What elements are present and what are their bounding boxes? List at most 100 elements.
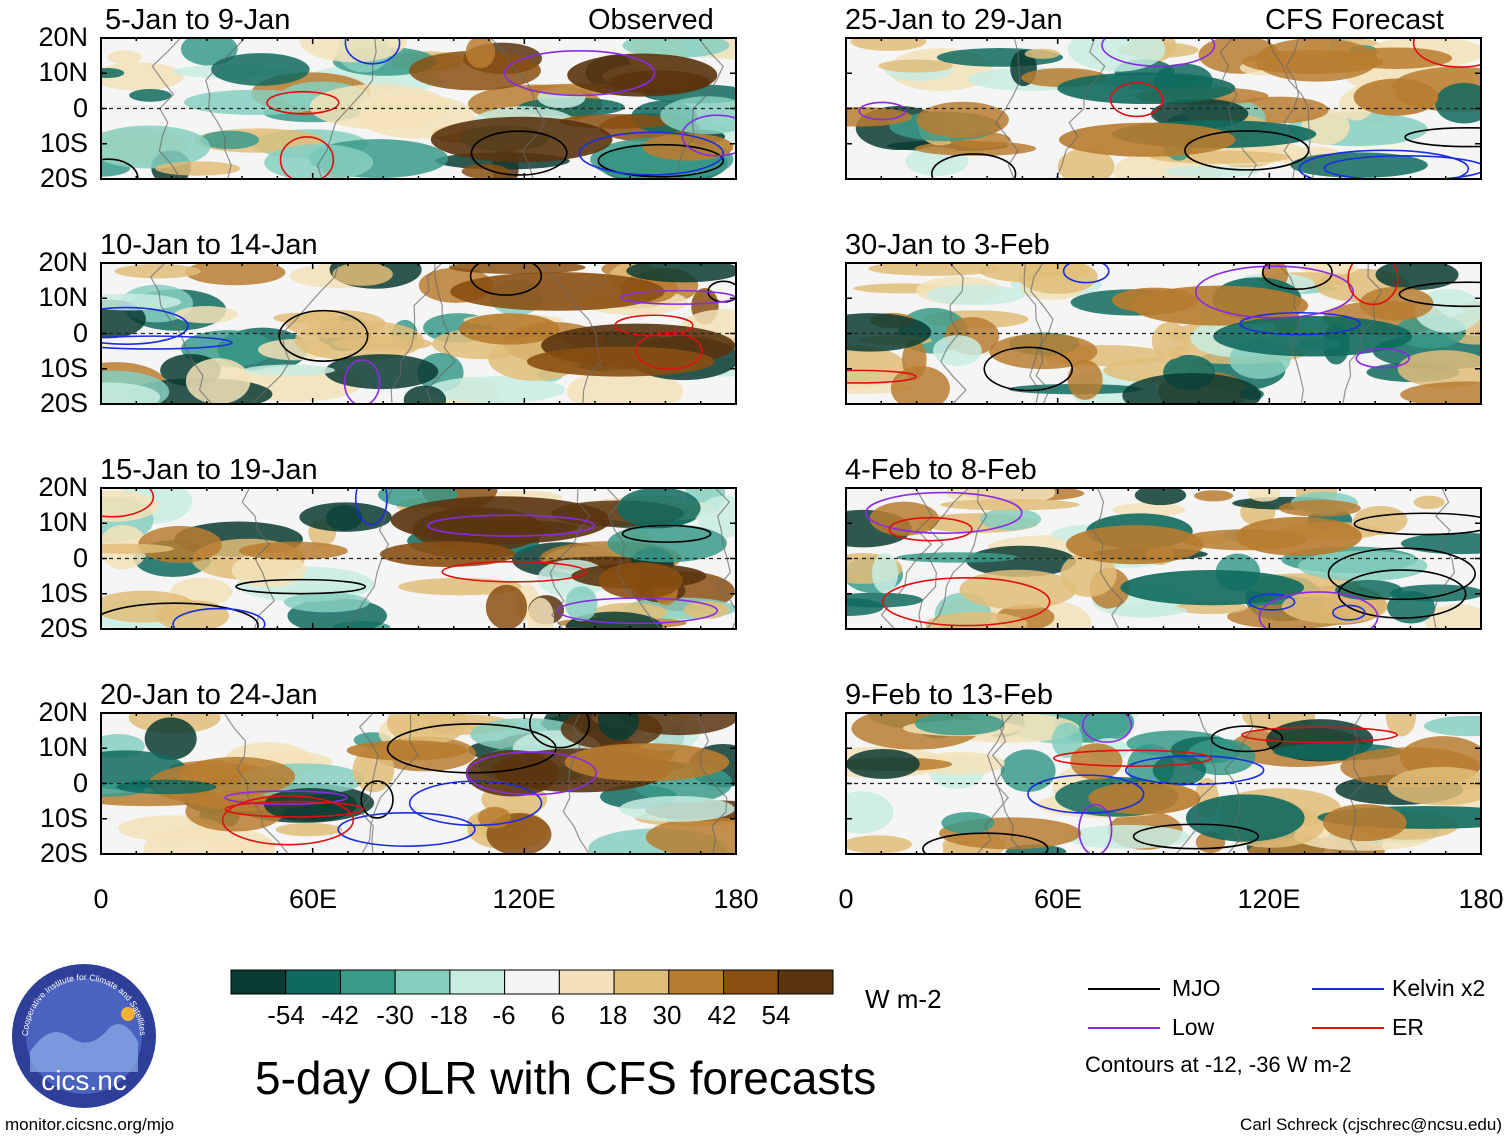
panel-title-fc-1: 25-Jan to 29-Jan: [845, 4, 1063, 36]
olr-anomaly-cell: [107, 50, 142, 65]
wave-contour: [864, 491, 1023, 535]
olr-anomaly-cell: [916, 101, 1009, 138]
olr-anomaly-cell: [1112, 502, 1186, 517]
wave-contour: [503, 50, 656, 97]
olr-anomaly-cell: [1024, 48, 1060, 59]
ytick-label: 10N: [38, 282, 88, 313]
wave-contour: [1404, 126, 1481, 148]
olr-anomaly-cell: [427, 376, 566, 403]
wave-contour: [597, 143, 725, 178]
colorbar-label: -30: [376, 1000, 414, 1030]
wave-contour: [1262, 263, 1333, 290]
colorbar-swatch: [230, 969, 287, 995]
olr-anomaly-cell: [846, 313, 932, 352]
wave-contour: [101, 488, 155, 518]
olr-anomaly-cell: [1058, 122, 1236, 157]
wave-contour: [470, 130, 568, 176]
olr-anomaly-cell: [101, 67, 125, 79]
ytick-label: 0: [72, 92, 88, 123]
olr-anomaly-cell: [564, 743, 730, 782]
olr-anomaly-cell: [332, 263, 393, 286]
wave-contour: [278, 309, 369, 362]
olr-anomaly-cell: [101, 125, 211, 169]
olr-anomaly-cell: [403, 385, 447, 404]
ytick-label: 20N: [38, 697, 88, 727]
olr-anomaly-cell: [925, 284, 1025, 306]
olr-anomaly-cell: [1400, 381, 1481, 404]
olr-anomaly-cell: [1000, 749, 1056, 793]
olr-anomaly-cell: [979, 508, 1042, 531]
olr-anomaly-cell: [185, 263, 286, 286]
wave-contour: [344, 38, 401, 65]
olr-anomaly-cell: [917, 751, 1005, 775]
ytick-label: 10N: [38, 507, 88, 538]
olr-anomaly-cell: [890, 365, 950, 404]
wave-contour: [1353, 512, 1481, 536]
olr-anomaly-cell: [144, 717, 197, 760]
wave-contour: [1347, 263, 1399, 306]
map-panel: [845, 712, 1482, 855]
ytick-label: 20S: [39, 838, 88, 868]
olr-anomaly-cell: [114, 264, 201, 279]
legend-label-low: Low: [1172, 1014, 1215, 1040]
olr-anomaly-cell: [1213, 315, 1413, 357]
ytick-label: 0: [72, 767, 88, 798]
wave-contour: [858, 101, 906, 121]
wave-contour: [354, 488, 388, 526]
olr-anomaly-cell: [1353, 78, 1439, 116]
colorbar-swatch: [668, 969, 725, 995]
colorbar-swatch: [449, 969, 506, 995]
legend-line-kelvin: [1312, 988, 1384, 990]
wave-contour: [888, 516, 973, 542]
panel-title-obs-2: 10-Jan to 14-Jan: [100, 229, 318, 261]
wave-contour: [1184, 130, 1310, 171]
wave-contour: [360, 780, 394, 819]
wave-contour: [529, 713, 590, 749]
ytick-label: 20N: [38, 472, 88, 502]
ytick-label: 20N: [38, 247, 88, 277]
ytick-label: 10S: [39, 127, 88, 158]
olr-anomaly-cell: [598, 562, 683, 600]
olr-anomaly-cell: [1151, 321, 1189, 360]
wave-contour: [224, 800, 364, 818]
olr-anomaly-cell: [683, 601, 729, 619]
wave-contour: [557, 597, 719, 625]
wave-contour: [1109, 81, 1164, 118]
wave-contour: [343, 359, 381, 404]
olr-anomaly-cell: [379, 541, 516, 568]
wave-contour: [266, 90, 340, 115]
olr-anomaly-cell: [1278, 499, 1361, 517]
colorbar-swatch: [777, 969, 834, 995]
legend-line-low: [1088, 1027, 1160, 1029]
olr-anomaly-cell: [526, 346, 715, 377]
olr-anomaly-cell: [660, 96, 736, 135]
logo-text: cics.nc: [41, 1065, 127, 1096]
wave-contour: [1355, 348, 1411, 369]
ytick-label: 20N: [38, 22, 88, 52]
olr-anomaly-cell: [989, 333, 1098, 370]
olr-anomaly-cell: [138, 525, 222, 564]
colorbar-label: 30: [652, 1000, 682, 1030]
wave-contour: [441, 560, 587, 583]
olr-anomaly-cell: [1300, 263, 1359, 275]
wave-contour: [1248, 593, 1296, 611]
olr-anomaly-cell: [1057, 148, 1115, 179]
ytick-label: 20S: [39, 388, 88, 418]
olr-anomaly-cell: [846, 598, 884, 616]
olr-anomaly-cell: [1235, 516, 1363, 556]
olr-anomaly-cell: [129, 88, 172, 102]
forecast-label: CFS Forecast: [1265, 4, 1444, 36]
wave-contour: [386, 723, 557, 774]
panel-title-fc-2: 30-Jan to 3-Feb: [845, 229, 1050, 261]
olr-anomaly-cell: [846, 344, 907, 390]
xtick-left-120e: 120E: [492, 884, 556, 914]
olr-anomaly-cell: [101, 543, 174, 554]
olr-anomaly-cell: [174, 306, 238, 324]
olr-anomaly-cell: [645, 817, 736, 854]
olr-anomaly-cell: [620, 713, 736, 736]
wave-contour: [681, 114, 736, 157]
olr-anomaly-cell: [1434, 82, 1481, 124]
olr-anomaly-cell: [1067, 38, 1166, 72]
wave-contour: [635, 331, 703, 370]
olr-anomaly-cell: [1353, 505, 1408, 536]
